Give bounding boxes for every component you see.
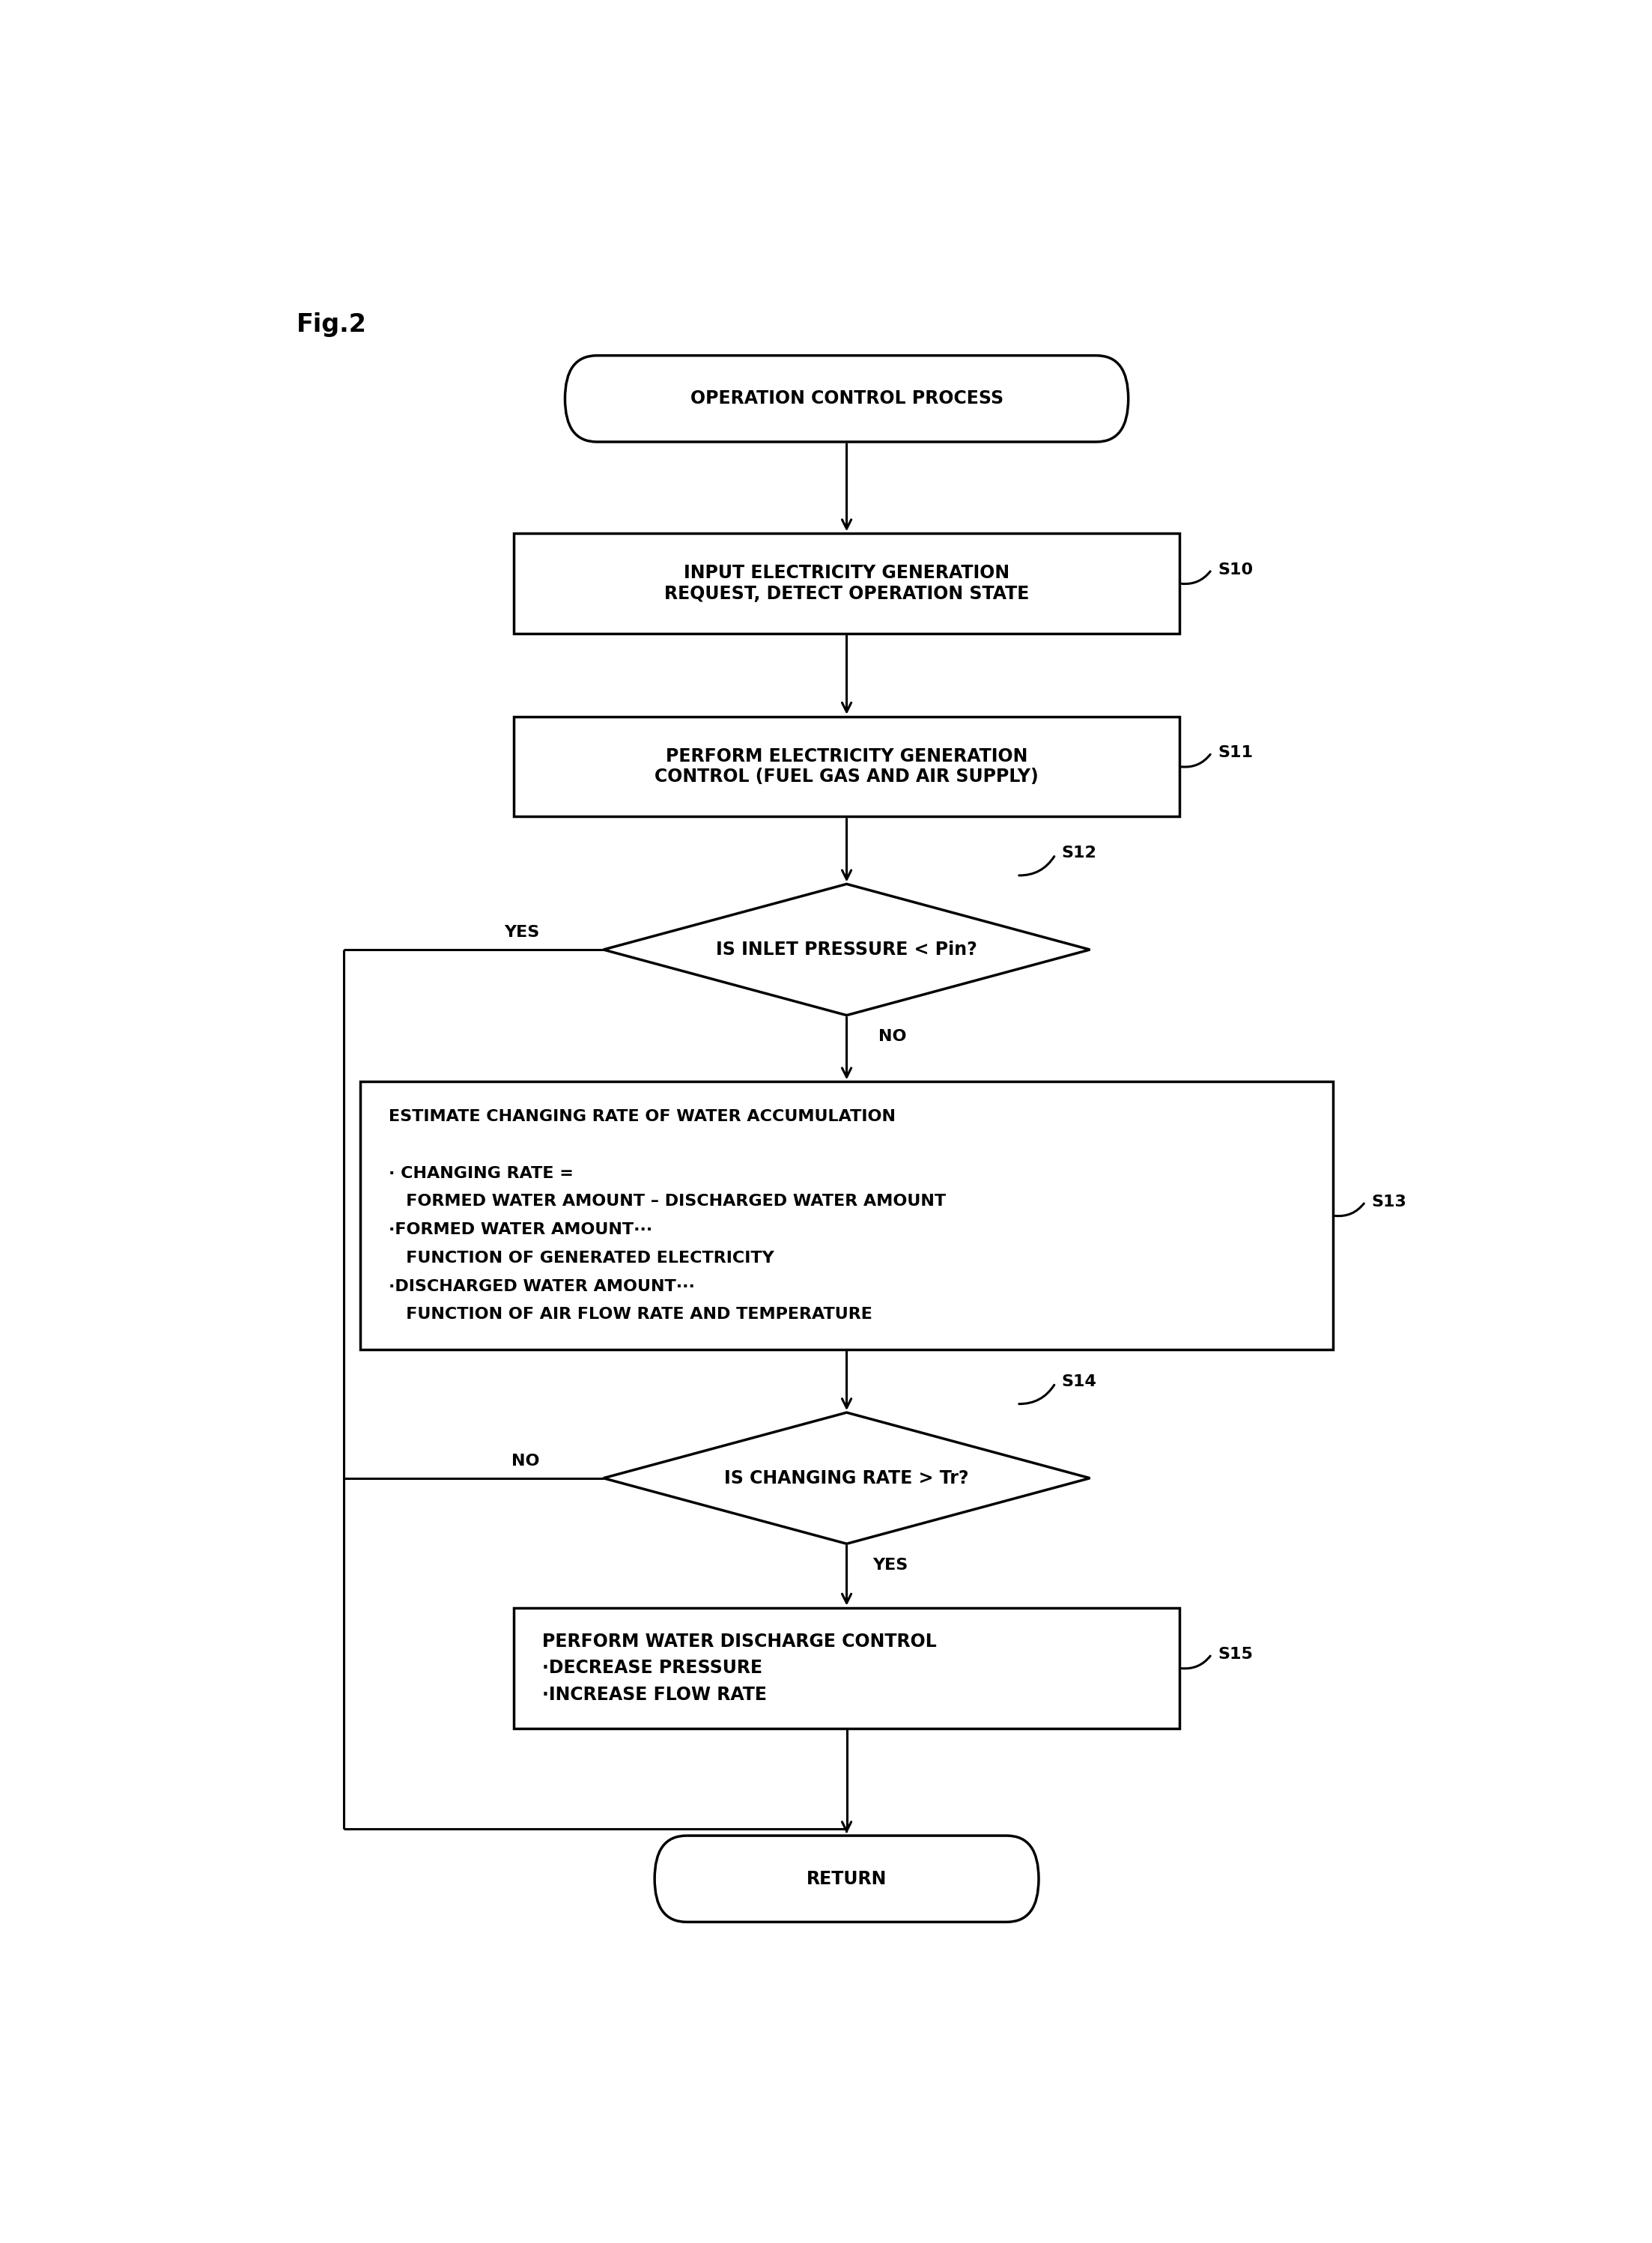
FancyBboxPatch shape xyxy=(654,1835,1039,1922)
Text: IS INLET PRESSURE < Pin?: IS INLET PRESSURE < Pin? xyxy=(715,940,978,958)
FancyBboxPatch shape xyxy=(360,1081,1333,1350)
Text: S10: S10 xyxy=(1218,563,1254,576)
Text: Fig.2: Fig.2 xyxy=(296,312,367,336)
Text: S11: S11 xyxy=(1218,745,1254,760)
Text: S13: S13 xyxy=(1371,1193,1406,1209)
FancyBboxPatch shape xyxy=(514,534,1180,633)
Text: ·DISCHARGED WATER AMOUNT···: ·DISCHARGED WATER AMOUNT··· xyxy=(388,1279,694,1294)
Polygon shape xyxy=(603,1413,1090,1543)
FancyBboxPatch shape xyxy=(514,716,1180,816)
FancyBboxPatch shape xyxy=(514,1608,1180,1729)
Text: S15: S15 xyxy=(1218,1646,1252,1662)
Text: YES: YES xyxy=(504,924,539,940)
Text: OPERATION CONTROL PROCESS: OPERATION CONTROL PROCESS xyxy=(691,390,1003,408)
Text: PERFORM ELECTRICITY GENERATION
CONTROL (FUEL GAS AND AIR SUPPLY): PERFORM ELECTRICITY GENERATION CONTROL (… xyxy=(654,747,1039,785)
Text: IS CHANGING RATE > Tr?: IS CHANGING RATE > Tr? xyxy=(724,1469,970,1487)
Text: · CHANGING RATE =: · CHANGING RATE = xyxy=(388,1166,573,1180)
Text: RETURN: RETURN xyxy=(806,1871,887,1889)
Text: NO: NO xyxy=(512,1453,539,1469)
Text: PERFORM WATER DISCHARGE CONTROL: PERFORM WATER DISCHARGE CONTROL xyxy=(542,1633,937,1651)
Polygon shape xyxy=(603,884,1090,1016)
Text: FORMED WATER AMOUNT – DISCHARGED WATER AMOUNT: FORMED WATER AMOUNT – DISCHARGED WATER A… xyxy=(388,1193,945,1209)
FancyBboxPatch shape xyxy=(565,354,1128,442)
Text: YES: YES xyxy=(872,1557,907,1572)
Text: NO: NO xyxy=(879,1030,907,1043)
Text: FUNCTION OF AIR FLOW RATE AND TEMPERATURE: FUNCTION OF AIR FLOW RATE AND TEMPERATUR… xyxy=(388,1308,872,1321)
Text: S12: S12 xyxy=(1062,846,1097,861)
Text: ESTIMATE CHANGING RATE OF WATER ACCUMULATION: ESTIMATE CHANGING RATE OF WATER ACCUMULA… xyxy=(388,1108,895,1124)
Text: ·INCREASE FLOW RATE: ·INCREASE FLOW RATE xyxy=(542,1684,767,1705)
Text: INPUT ELECTRICITY GENERATION
REQUEST, DETECT OPERATION STATE: INPUT ELECTRICITY GENERATION REQUEST, DE… xyxy=(664,563,1029,603)
Text: ·DECREASE PRESSURE: ·DECREASE PRESSURE xyxy=(542,1660,762,1678)
Text: FUNCTION OF GENERATED ELECTRICITY: FUNCTION OF GENERATED ELECTRICITY xyxy=(388,1252,773,1265)
Text: S14: S14 xyxy=(1062,1375,1097,1388)
Text: ·FORMED WATER AMOUNT···: ·FORMED WATER AMOUNT··· xyxy=(388,1222,653,1238)
